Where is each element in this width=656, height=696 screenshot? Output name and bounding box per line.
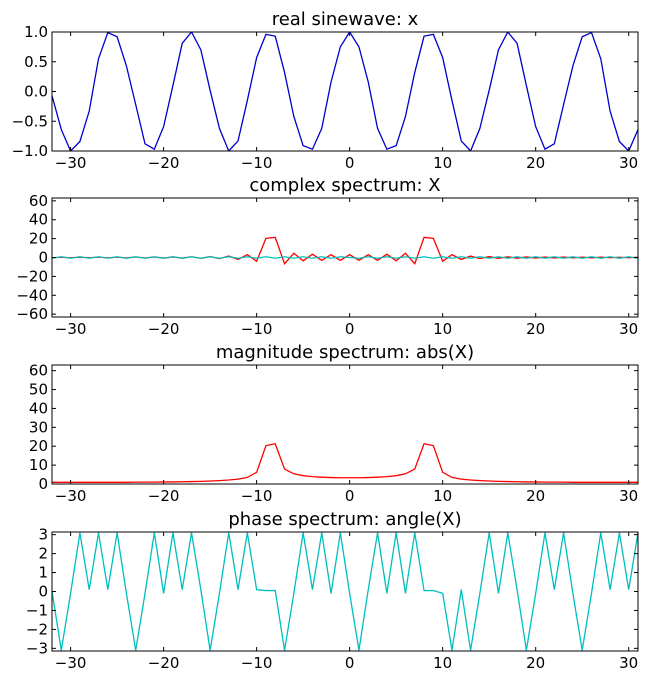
subplot-2-series-1-line [52, 236, 638, 265]
y-tick-label: −0.5 [12, 112, 48, 130]
y-tick-label: 2 [38, 545, 48, 563]
subplot-3: magnitude spectrum: abs(X)−30 −20 −10 0 10 20… [29, 342, 639, 505]
y-tick-label: 0.0 [24, 83, 48, 101]
x-tick-label: 20 [526, 320, 545, 338]
subplot-4-frame [51, 531, 639, 652]
x-tick-label: 20 [526, 654, 545, 672]
subplot-1-title: real sinewave: x [272, 9, 419, 30]
x-tick-label: 10 [433, 487, 452, 505]
y-tick-label: 1.0 [24, 23, 48, 41]
y-tick-label: 50 [29, 381, 48, 399]
x-tick-label: −30 [55, 487, 87, 505]
subplot-4-title: phase spectrum: angle(X) [228, 509, 461, 530]
subplot-1-frame [51, 31, 639, 152]
y-tick-label: −20 [16, 267, 48, 285]
y-tick-label: 20 [29, 230, 48, 248]
y-tick-label: 20 [29, 437, 48, 455]
y-tick-label: 0.5 [24, 53, 48, 71]
x-tick-label: −10 [241, 154, 273, 172]
y-tick-label: −60 [16, 305, 48, 323]
x-tick-label: 20 [526, 154, 545, 172]
y-tick-label: 40 [29, 211, 48, 229]
x-tick-label: −20 [148, 154, 180, 172]
x-tick-label: −20 [148, 320, 180, 338]
x-tick-label: −10 [241, 487, 273, 505]
subplot-4-series-1-line [52, 532, 638, 651]
x-tick-label: 0 [345, 320, 355, 338]
x-tick-label: 10 [433, 654, 452, 672]
y-tick-label: 0 [38, 583, 48, 601]
y-tick-label: 60 [29, 362, 48, 380]
x-tick-label: 10 [433, 154, 452, 172]
y-tick-label: 30 [29, 418, 48, 436]
x-tick-label: −20 [148, 654, 180, 672]
x-tick-label: −30 [55, 654, 87, 672]
x-tick-label: −30 [55, 154, 87, 172]
x-tick-label: −20 [148, 487, 180, 505]
subplot-2-title: complex spectrum: X [249, 175, 440, 196]
x-tick-label: 0 [345, 154, 355, 172]
y-tick-label: 1 [38, 564, 48, 582]
x-tick-label: −10 [241, 654, 273, 672]
subplot-3-frame [51, 364, 639, 485]
y-tick-label: 3 [38, 526, 48, 544]
x-tick-label: 30 [619, 320, 638, 338]
x-tick-label: 30 [619, 487, 638, 505]
y-tick-label: 10 [29, 456, 48, 474]
x-tick-label: 30 [619, 654, 638, 672]
subplot-3-series-1-line [52, 443, 638, 483]
y-tick-label: −1.0 [12, 142, 48, 160]
x-tick-label: −30 [55, 320, 87, 338]
x-tick-label: 0 [345, 654, 355, 672]
subplot-2-series-2-line [52, 256, 638, 259]
y-tick-label: −2 [26, 620, 48, 638]
x-tick-label: −10 [241, 320, 273, 338]
subplot-1-series-1-line [52, 32, 638, 151]
x-tick-label: 30 [619, 154, 638, 172]
x-tick-label: 20 [526, 487, 545, 505]
x-tick-label: 10 [433, 320, 452, 338]
subplot-2: complex spectrum: X −30 −20 −10 0 10 20 30 −60−4… [16, 175, 639, 338]
y-tick-label: 0 [38, 475, 48, 493]
subplot-1: real sinewave: x −30 −20 −10 0 10 20 30 −1.0 −0.5… [12, 9, 639, 172]
subplot-3-title: magnitude spectrum: abs(X) [216, 342, 474, 363]
y-tick-label: −1 [26, 601, 48, 619]
y-tick-label: 40 [29, 399, 48, 417]
y-tick-label: −3 [26, 639, 48, 657]
x-tick-label: 0 [345, 487, 355, 505]
y-tick-label: 0 [38, 249, 48, 267]
y-tick-label: −40 [16, 286, 48, 304]
y-tick-label: 60 [29, 192, 48, 210]
subplot-4: phase spectrum: angle(X)−30 −20 −10 0 10 20 30… [26, 509, 639, 672]
